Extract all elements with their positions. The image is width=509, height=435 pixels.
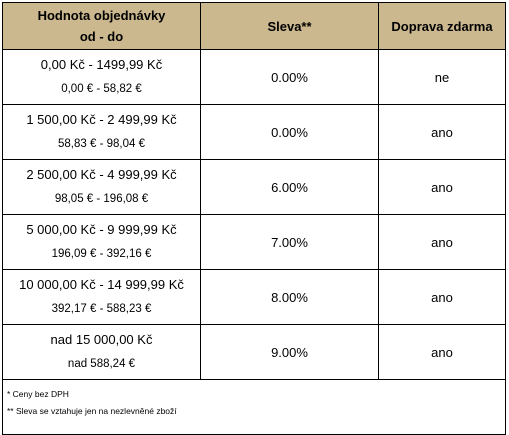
row: 5 000,00 Kč - 9 999,99 Kč 196,09 € - 392,… xyxy=(2,214,506,270)
range-eur: 98,05 € - 196,08 € xyxy=(54,193,149,205)
shipping-cell: ano xyxy=(378,104,506,160)
range-czk: 2 500,00 Kč - 4 999,99 Kč xyxy=(26,167,177,182)
range-eur: 392,17 € - 588,23 € xyxy=(51,303,152,315)
discount-cell: 8.00% xyxy=(200,269,379,325)
range-cell: nad 15 000,00 Kč nad 588,24 € xyxy=(2,324,201,380)
shipping-cell: ne xyxy=(378,49,506,105)
notes-cell: * Ceny bez DPH ** Sleva se vztahuje jen n… xyxy=(2,379,506,435)
range-cell: 2 500,00 Kč - 4 999,99 Kč 98,05 € - 196,0… xyxy=(2,159,201,215)
discount-cell: 6.00% xyxy=(200,159,379,215)
header-cell: Sleva** xyxy=(200,2,379,50)
range-czk: 1 500,00 Kč - 2 499,99 Kč xyxy=(26,112,177,127)
shipping-cell: ano xyxy=(378,214,506,270)
discount-cell: 0.00% xyxy=(200,104,379,160)
range-cell: 0,00 Kč - 1499,99 Kč 0,00 € - 58,82 € xyxy=(2,49,201,105)
shipping-cell: ano xyxy=(378,269,506,325)
range-eur: 196,09 € - 392,16 € xyxy=(51,248,152,260)
row: nad 15 000,00 Kč nad 588,24 € 9.00% ano xyxy=(2,324,506,380)
row: 10 000,00 Kč - 14 999,99 Kč 392,17 € - 58… xyxy=(2,269,506,325)
range-eur: 0,00 € - 58,82 € xyxy=(61,83,142,95)
shipping-cell: ano xyxy=(378,159,506,215)
range-cell: 10 000,00 Kč - 14 999,99 Kč 392,17 € - 58… xyxy=(2,269,201,325)
table-body: 0,00 Kč - 1499,99 Kč 0,00 € - 58,82 € 0.00… xyxy=(2,49,506,435)
shipping-cell: ano xyxy=(378,324,506,380)
row: 1 500,00 Kč - 2 499,99 Kč 58,83 € - 98,04… xyxy=(2,104,506,160)
range-cell: 1 500,00 Kč - 2 499,99 Kč 58,83 € - 98,04… xyxy=(2,104,201,160)
row: 0,00 Kč - 1499,99 Kč 0,00 € - 58,82 € 0.00… xyxy=(2,49,506,105)
discount-cell: 7.00% xyxy=(200,214,379,270)
header-cell: Doprava zdarma xyxy=(378,2,506,50)
note: * Ceny bez DPH xyxy=(7,389,69,399)
range-czk: 5 000,00 Kč - 9 999,99 Kč xyxy=(26,222,177,237)
range-czk: 10 000,00 Kč - 14 999,99 Kč xyxy=(19,277,184,292)
row: 2 500,00 Kč - 4 999,99 Kč 98,05 € - 196,0… xyxy=(2,159,506,215)
range-cell: 5 000,00 Kč - 9 999,99 Kč 196,09 € - 392,… xyxy=(2,214,201,270)
discount-cell: 0.00% xyxy=(200,49,379,105)
range-czk: 0,00 Kč - 1499,99 Kč xyxy=(40,57,163,72)
header-cell: Hodnota objednávky od - do xyxy=(2,2,201,50)
discount-cell: 9.00% xyxy=(200,324,379,380)
range-czk: nad 15 000,00 Kč xyxy=(50,332,153,347)
notes-row: * Ceny bez DPH ** Sleva se vztahuje jen n… xyxy=(2,379,506,435)
note: ** Sleva se vztahuje jen na nezlevněné z… xyxy=(7,406,177,416)
range-eur: nad 588,24 € xyxy=(67,358,136,370)
header-row: Hodnota objednávky od - do Sleva** Dopra… xyxy=(2,2,506,50)
range-eur: 58,83 € - 98,04 € xyxy=(58,138,145,150)
